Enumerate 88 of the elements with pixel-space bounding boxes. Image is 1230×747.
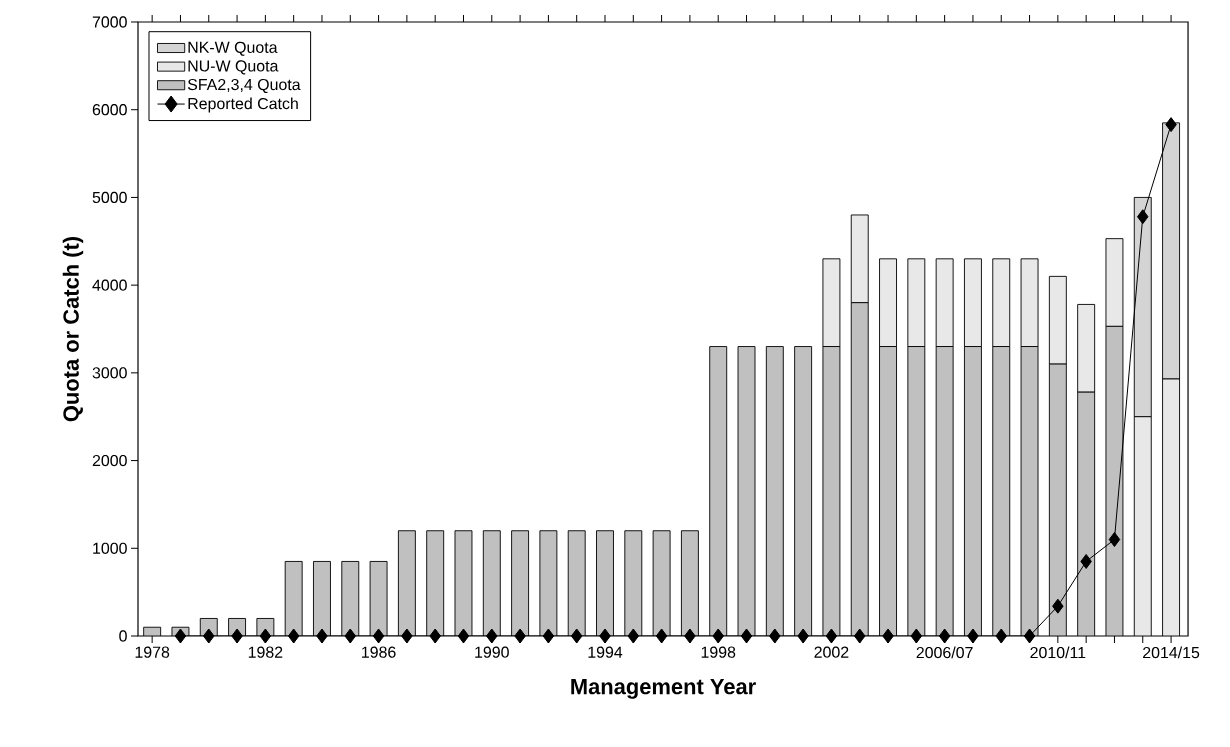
bar xyxy=(766,346,784,636)
y-tick-label: 0 xyxy=(119,630,127,642)
x-tick-label: 1998 xyxy=(701,646,736,658)
point xyxy=(1052,598,1064,614)
x-tick-label: 1986 xyxy=(362,646,396,658)
bar xyxy=(907,258,926,347)
x-axis-title: Management Year xyxy=(571,679,756,699)
point xyxy=(740,628,753,644)
bar xyxy=(398,530,416,636)
point xyxy=(882,628,894,644)
x-tick-label: 1982 xyxy=(248,646,283,658)
y-axis-title: Quota or Catch (t) xyxy=(62,236,84,422)
legend-label: SFA2,3,4 Quota xyxy=(187,78,301,94)
point xyxy=(372,628,385,644)
bar xyxy=(511,530,529,636)
bar xyxy=(851,302,869,636)
y-tick-label: 5000 xyxy=(92,191,127,204)
bar xyxy=(1077,303,1096,393)
x-tick-label: 2002 xyxy=(814,646,849,658)
point xyxy=(938,628,951,644)
y-tick-label: 3000 xyxy=(92,367,127,379)
point xyxy=(1023,628,1036,644)
point xyxy=(967,628,979,644)
x-tick-label: 1990 xyxy=(475,646,509,658)
legend-label: Reported Catch xyxy=(188,97,298,113)
point xyxy=(599,628,611,644)
point xyxy=(231,628,243,644)
y-tick-label: 7000 xyxy=(92,16,127,28)
bar xyxy=(964,346,982,636)
legend-label: NU-W Quota xyxy=(188,60,279,75)
x-tick-label: 2010/11 xyxy=(1030,646,1086,659)
bar xyxy=(681,530,699,636)
bar xyxy=(1048,275,1067,365)
x-tick-label: 1978 xyxy=(135,646,170,658)
x-tick-label: 2014/15 xyxy=(1143,646,1200,659)
y-tick-label: 4000 xyxy=(92,279,127,291)
bar xyxy=(624,530,642,636)
point xyxy=(627,628,640,644)
bar xyxy=(850,214,869,304)
bar xyxy=(879,346,897,636)
point xyxy=(174,628,187,644)
bar xyxy=(1162,378,1180,636)
point xyxy=(797,628,809,644)
point xyxy=(825,628,838,644)
bar xyxy=(964,258,982,347)
point xyxy=(570,628,583,644)
point xyxy=(910,628,923,644)
bar xyxy=(1049,364,1067,636)
y-tick-label: 2000 xyxy=(92,454,127,467)
point xyxy=(1080,553,1092,569)
bar xyxy=(992,258,1011,347)
bar xyxy=(1077,392,1095,636)
point xyxy=(514,628,526,644)
bar xyxy=(1134,416,1152,636)
bar xyxy=(426,530,444,636)
point xyxy=(287,628,300,644)
point xyxy=(853,628,866,644)
point xyxy=(995,628,1007,644)
point xyxy=(457,628,470,644)
point xyxy=(542,628,555,644)
x-tick-label: 1994 xyxy=(588,646,623,658)
point xyxy=(1137,209,1149,225)
legend-label: NK-W Quota xyxy=(188,41,278,56)
bar xyxy=(568,530,586,636)
x-tick-label: 2006/07 xyxy=(916,646,973,659)
point xyxy=(486,628,498,644)
point xyxy=(655,628,668,644)
bar xyxy=(596,530,614,636)
bar xyxy=(709,346,727,636)
point xyxy=(1165,117,1177,133)
bar xyxy=(879,258,897,347)
bar xyxy=(794,346,812,636)
point xyxy=(769,628,781,644)
bar xyxy=(483,530,501,636)
point xyxy=(259,628,272,644)
point xyxy=(712,628,724,644)
point xyxy=(344,628,357,644)
point xyxy=(684,628,696,644)
point xyxy=(429,628,441,644)
point xyxy=(203,628,215,644)
bar xyxy=(992,346,1010,636)
bar xyxy=(907,346,925,636)
point xyxy=(1108,532,1121,548)
y-tick-label: 6000 xyxy=(92,104,127,116)
bar xyxy=(1105,325,1124,636)
point xyxy=(401,628,413,644)
y-tick-label: 1000 xyxy=(93,542,127,554)
point xyxy=(316,628,328,644)
